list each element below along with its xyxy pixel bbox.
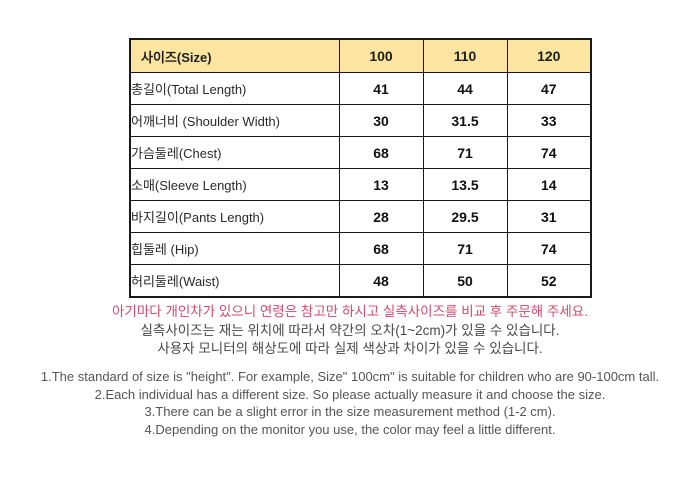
english-note-line1: 1.The standard of size is "height". For … xyxy=(40,369,660,384)
english-note-line4: 4.Depending on the monitor you use, the … xyxy=(144,421,556,437)
table-row-pants-length: 바지길이(Pants Length) 28 29.5 31 xyxy=(129,200,592,233)
row-value: 28 xyxy=(338,200,424,233)
korean-notes: 아기마다 개인차가 있으니 연령은 참고만 하시고 실측사이즈를 비교 후 주문… xyxy=(0,303,700,359)
table-row-shoulder-width: 어깨너비 (Shoulder Width) 30 31.5 33 xyxy=(129,104,592,137)
row-value: 68 xyxy=(338,136,424,169)
row-value: 41 xyxy=(338,72,424,105)
row-value: 71 xyxy=(422,136,508,169)
korean-note-line2: 실측사이즈는 재는 위치에 따라서 약간의 오차(1~2cm)가 있을 수 있습… xyxy=(140,322,560,338)
row-value: 13 xyxy=(338,168,424,201)
row-value: 14 xyxy=(506,168,592,201)
korean-note-line3: 사용자 모니터의 해상도에 따라 실제 색상과 차이가 있을 수 있습니다. xyxy=(157,341,543,356)
row-value: 74 xyxy=(506,136,592,169)
row-label: 가슴둘레(Chest) xyxy=(129,136,340,169)
row-value: 52 xyxy=(506,264,592,298)
row-label: 바지길이(Pants Length) xyxy=(129,200,340,233)
table-row-total-length: 총길이(Total Length) 41 44 47 xyxy=(129,72,592,105)
table-row-chest: 가슴둘레(Chest) 68 71 74 xyxy=(129,136,592,169)
row-value: 33 xyxy=(506,104,592,137)
row-value: 74 xyxy=(506,232,592,265)
row-value: 68 xyxy=(338,232,424,265)
row-label: 어깨너비 (Shoulder Width) xyxy=(129,104,340,137)
row-value: 48 xyxy=(338,264,424,298)
row-value: 29.5 xyxy=(422,200,508,233)
header-size-100: 100 xyxy=(338,38,424,73)
table-header-row: 사이즈(Size) 100 110 120 xyxy=(129,38,592,73)
table-row-sleeve-length: 소매(Sleeve Length) 13 13.5 14 xyxy=(129,168,592,201)
english-note-line3: 3.There can be a slight error in the siz… xyxy=(144,404,556,419)
row-value: 47 xyxy=(506,72,592,105)
header-size-120: 120 xyxy=(506,38,592,73)
row-value: 50 xyxy=(422,264,508,298)
korean-note-highlight: 아기마다 개인차가 있으니 연령은 참고만 하시고 실측사이즈를 비교 후 주문… xyxy=(112,304,588,319)
table-row-hip: 힙둘레 (Hip) 68 71 74 xyxy=(129,232,592,265)
row-value: 13.5 xyxy=(422,168,508,201)
english-notes: 1.The standard of size is "height". For … xyxy=(0,368,700,438)
row-value: 30 xyxy=(338,104,424,137)
row-label: 소매(Sleeve Length) xyxy=(129,168,340,201)
table-row-waist: 허리둘레(Waist) 48 50 52 xyxy=(129,264,592,298)
row-value: 71 xyxy=(422,232,508,265)
row-value: 44 xyxy=(422,72,508,105)
english-note-line2: 2.Each individual has a different size. … xyxy=(94,386,606,402)
row-label: 총길이(Total Length) xyxy=(129,72,340,105)
row-label: 허리둘레(Waist) xyxy=(129,264,340,298)
header-size-110: 110 xyxy=(422,38,508,73)
row-label: 힙둘레 (Hip) xyxy=(129,232,340,265)
size-chart-table: 사이즈(Size) 100 110 120 총길이(Total Length) … xyxy=(129,38,592,298)
row-value: 31 xyxy=(506,200,592,233)
row-value: 31.5 xyxy=(422,104,508,137)
header-size-label: 사이즈(Size) xyxy=(129,38,340,73)
